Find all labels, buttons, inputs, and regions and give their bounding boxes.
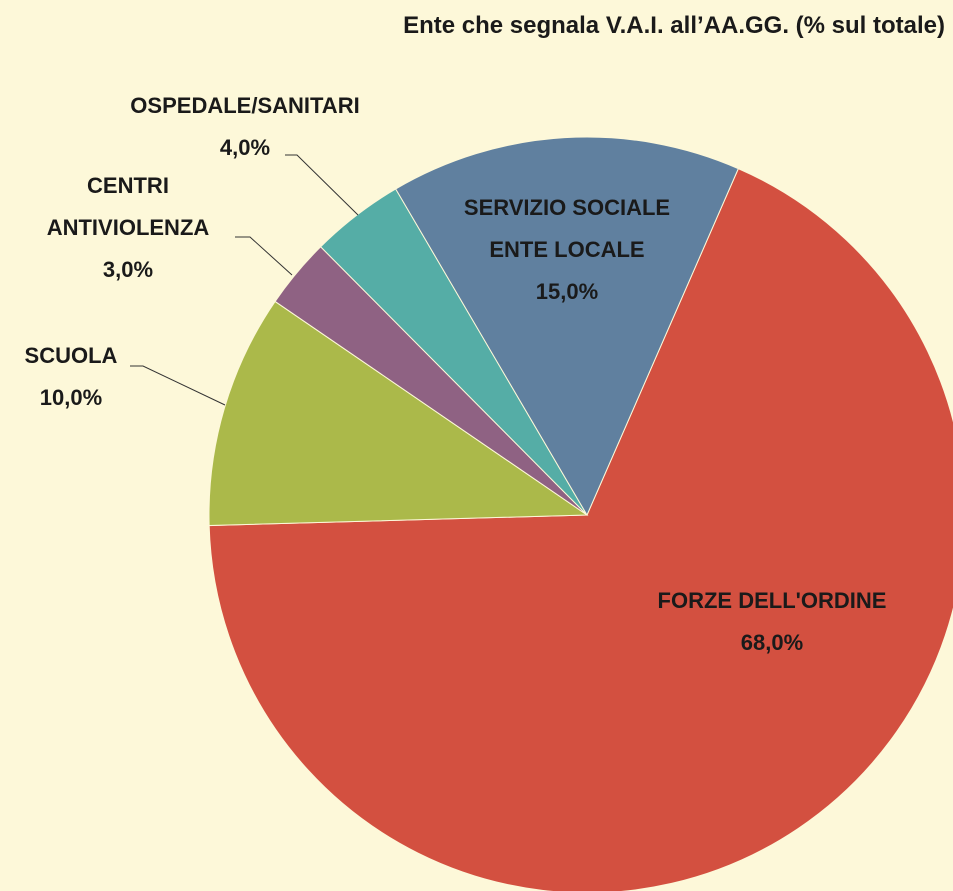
value-label: 3,0%: [102, 257, 154, 282]
data-label: SERVIZIO SOCIALE ENTE LOCALE 15,0%: [464, 187, 670, 313]
leader-line: [235, 236, 293, 276]
value-label: 68,0%: [740, 630, 804, 655]
category-label: CENTRI ANTIVIOLENZA: [46, 173, 210, 240]
category-label: OSPEDALE/SANITARI: [130, 93, 360, 118]
leader-line: [130, 365, 226, 406]
category-label: SCUOLA: [24, 343, 118, 368]
data-label: SCUOLA 10,0%: [25, 335, 118, 419]
category-label: SERVIZIO SOCIALE ENTE LOCALE: [463, 195, 671, 262]
data-label: OSPEDALE/SANITARI 4,0%: [130, 85, 359, 169]
value-label: 15,0%: [535, 279, 599, 304]
pie-slice: [208, 300, 589, 527]
category-label: FORZE DELL'ORDINE: [657, 588, 887, 613]
pie-slice: [395, 136, 739, 517]
value-label: 4,0%: [219, 135, 271, 160]
value-label: 10,0%: [39, 385, 103, 410]
pie-slice: [208, 167, 953, 891]
chart-title: Ente che segnala V.A.I. all’AA.GG. (% su…: [403, 12, 945, 39]
data-label: FORZE DELL'ORDINE 68,0%: [658, 580, 887, 664]
leader-line: [285, 154, 359, 216]
data-label: CENTRI ANTIVIOLENZA 3,0%: [47, 165, 210, 291]
